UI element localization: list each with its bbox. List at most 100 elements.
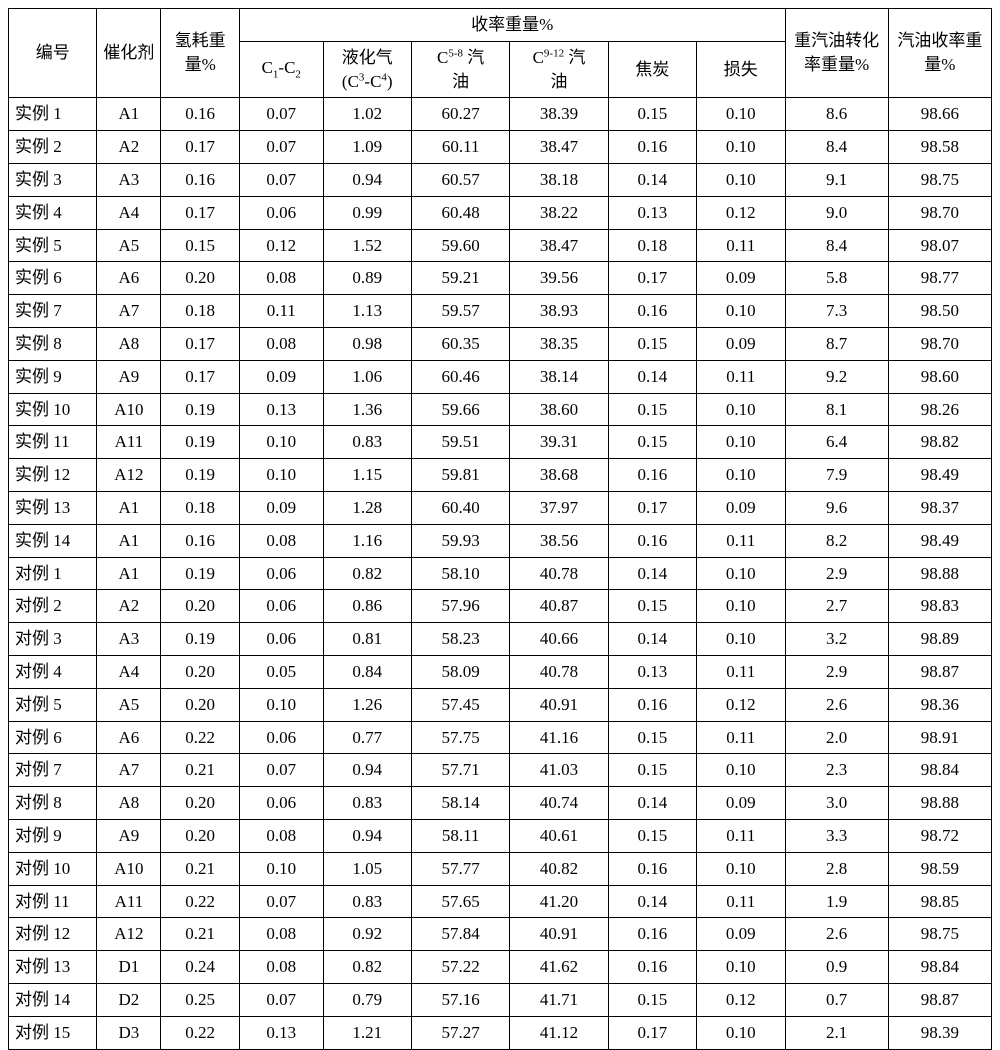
cell-loss: 0.09 <box>697 787 785 820</box>
cell-conv: 9.0 <box>785 196 888 229</box>
cell-conv: 3.3 <box>785 819 888 852</box>
cell-id: 对例 7 <box>9 754 97 787</box>
cell-c58: 57.16 <box>412 983 510 1016</box>
cell-conv: 6.4 <box>785 426 888 459</box>
cell-id: 对例 9 <box>9 819 97 852</box>
cell-c58: 60.27 <box>412 98 510 131</box>
cell-coke: 0.18 <box>608 229 696 262</box>
cell-yield: 98.75 <box>888 918 991 951</box>
cell-cat: A4 <box>97 196 161 229</box>
cell-cat: A11 <box>97 426 161 459</box>
cell-loss: 0.11 <box>697 524 785 557</box>
cell-coke: 0.16 <box>608 951 696 984</box>
cell-c912: 40.87 <box>510 590 608 623</box>
cell-h: 0.16 <box>161 524 240 557</box>
cell-loss: 0.11 <box>697 885 785 918</box>
header-h-consumption: 氢耗重量% <box>161 9 240 98</box>
cell-lpg: 1.21 <box>323 1016 411 1049</box>
cell-conv: 8.6 <box>785 98 888 131</box>
header-coke: 焦炭 <box>608 41 696 98</box>
cell-h: 0.19 <box>161 623 240 656</box>
cell-loss: 0.11 <box>697 655 785 688</box>
cell-yield: 98.49 <box>888 524 991 557</box>
cell-lpg: 0.83 <box>323 787 411 820</box>
cell-cat: A3 <box>97 163 161 196</box>
table-row: 实例 13A10.180.091.2860.4037.970.170.099.6… <box>9 491 992 524</box>
cell-c58: 58.09 <box>412 655 510 688</box>
table-row: 实例 2A20.170.071.0960.1138.470.160.108.49… <box>9 131 992 164</box>
cell-cat: D3 <box>97 1016 161 1049</box>
cell-conv: 2.3 <box>785 754 888 787</box>
cell-c58: 59.57 <box>412 295 510 328</box>
table-row: 实例 7A70.180.111.1359.5738.930.160.107.39… <box>9 295 992 328</box>
cell-h: 0.20 <box>161 590 240 623</box>
cell-h: 0.20 <box>161 688 240 721</box>
cell-coke: 0.15 <box>608 590 696 623</box>
cell-c912: 41.03 <box>510 754 608 787</box>
cell-c1c2: 0.10 <box>239 459 323 492</box>
cell-c1c2: 0.07 <box>239 98 323 131</box>
header-c912: C9-12 汽油 <box>510 41 608 98</box>
cell-loss: 0.10 <box>697 623 785 656</box>
cell-coke: 0.15 <box>608 426 696 459</box>
cell-lpg: 1.02 <box>323 98 411 131</box>
cell-c912: 38.93 <box>510 295 608 328</box>
cell-id: 对例 13 <box>9 951 97 984</box>
cell-c58: 57.71 <box>412 754 510 787</box>
cell-loss: 0.11 <box>697 360 785 393</box>
cell-cat: A7 <box>97 295 161 328</box>
cell-h: 0.22 <box>161 721 240 754</box>
cell-c1c2: 0.10 <box>239 688 323 721</box>
cell-c1c2: 0.08 <box>239 951 323 984</box>
cell-h: 0.20 <box>161 655 240 688</box>
cell-lpg: 1.05 <box>323 852 411 885</box>
cell-c912: 41.16 <box>510 721 608 754</box>
cell-c912: 40.91 <box>510 688 608 721</box>
cell-c58: 60.11 <box>412 131 510 164</box>
cell-coke: 0.15 <box>608 393 696 426</box>
cell-loss: 0.10 <box>697 426 785 459</box>
cell-c912: 40.78 <box>510 557 608 590</box>
cell-c58: 59.51 <box>412 426 510 459</box>
cell-coke: 0.16 <box>608 918 696 951</box>
cell-c912: 39.31 <box>510 426 608 459</box>
cell-coke: 0.15 <box>608 327 696 360</box>
cell-lpg: 0.81 <box>323 623 411 656</box>
cell-c1c2: 0.08 <box>239 524 323 557</box>
table-row: 实例 5A50.150.121.5259.6038.470.180.118.49… <box>9 229 992 262</box>
cell-cat: A5 <box>97 229 161 262</box>
cell-conv: 2.0 <box>785 721 888 754</box>
cell-loss: 0.12 <box>697 688 785 721</box>
cell-c58: 57.22 <box>412 951 510 984</box>
cell-c58: 60.40 <box>412 491 510 524</box>
cell-id: 对例 6 <box>9 721 97 754</box>
cell-cat: A5 <box>97 688 161 721</box>
cell-id: 对例 5 <box>9 688 97 721</box>
cell-conv: 9.2 <box>785 360 888 393</box>
table-header: 编号 催化剂 氢耗重量% 收率重量% 重汽油转化率重量% 汽油收率重量% C1-… <box>9 9 992 98</box>
cell-cat: A2 <box>97 131 161 164</box>
cell-cat: A1 <box>97 491 161 524</box>
cell-coke: 0.16 <box>608 131 696 164</box>
cell-yield: 98.91 <box>888 721 991 754</box>
cell-h: 0.20 <box>161 262 240 295</box>
cell-id: 对例 15 <box>9 1016 97 1049</box>
table-row: 对例 15D30.220.131.2157.2741.120.170.102.1… <box>9 1016 992 1049</box>
cell-c1c2: 0.07 <box>239 885 323 918</box>
data-table: 编号 催化剂 氢耗重量% 收率重量% 重汽油转化率重量% 汽油收率重量% C1-… <box>8 8 992 1050</box>
cell-yield: 98.84 <box>888 951 991 984</box>
cell-h: 0.24 <box>161 951 240 984</box>
cell-c912: 38.18 <box>510 163 608 196</box>
cell-conv: 8.4 <box>785 229 888 262</box>
cell-conv: 8.2 <box>785 524 888 557</box>
cell-h: 0.18 <box>161 491 240 524</box>
cell-lpg: 1.52 <box>323 229 411 262</box>
cell-c58: 60.57 <box>412 163 510 196</box>
cell-c1c2: 0.11 <box>239 295 323 328</box>
table-row: 实例 1A10.160.071.0260.2738.390.150.108.69… <box>9 98 992 131</box>
cell-c1c2: 0.06 <box>239 196 323 229</box>
table-row: 实例 12A120.190.101.1559.8138.680.160.107.… <box>9 459 992 492</box>
cell-c912: 38.60 <box>510 393 608 426</box>
cell-h: 0.17 <box>161 131 240 164</box>
cell-cat: A9 <box>97 819 161 852</box>
